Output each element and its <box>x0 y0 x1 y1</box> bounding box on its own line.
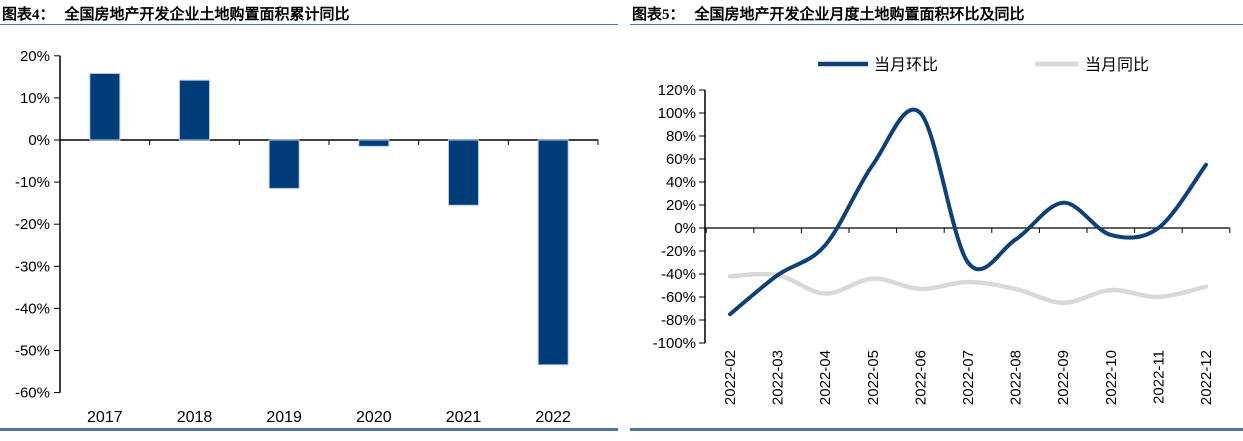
bar-2021 <box>448 139 479 206</box>
y-axis-tick-label: -60% <box>15 385 50 402</box>
figure-title-text: 全国房地产开发企业月度土地购置面积环比及同比 <box>694 7 1025 23</box>
y-axis-tick-label: 0% <box>28 132 50 149</box>
y-axis-tick-label: -100% <box>653 335 696 352</box>
figure-title-text: 全国房地产开发企业土地购置面积累计同比 <box>64 7 350 23</box>
x-axis-category-label: 2021 <box>446 409 482 424</box>
y-axis-tick-label: 80% <box>666 128 696 145</box>
bar-2020 <box>358 139 390 147</box>
x-axis-month-label: 2022-03 <box>770 350 787 405</box>
y-axis-tick-label: -80% <box>661 312 696 329</box>
figure-panel-land-cumulative: 图表4： 全国房地产开发企业土地购置面积累计同比 20% 10% 0% -10% -20%… <box>0 0 618 441</box>
x-axis-category-label: 2017 <box>87 409 123 424</box>
figure-title: 图表5： 全国房地产开发企业月度土地购置面积环比及同比 <box>632 3 1243 23</box>
bar-chart-land-cumulative-yoy: 20% 10% 0% -10% -20% -30% -40% -50% -60% 2017 2018… <box>15 48 599 424</box>
legend-label: 当月环比 <box>874 56 938 74</box>
panel-footer-rule <box>630 428 1243 431</box>
figure-title: 图表4： 全国房地产开发企业土地购置面积累计同比 <box>2 3 618 23</box>
y-axis-tick-label: 100% <box>658 105 696 122</box>
panel-footer-rule <box>0 428 618 431</box>
y-axis-tick-label: -50% <box>15 343 50 360</box>
y-axis-tick-label: -20% <box>661 243 696 260</box>
title-underline <box>630 24 1243 25</box>
y-axis-tick-label: 0% <box>674 220 696 237</box>
y-axis-tick-label: -30% <box>15 258 50 275</box>
x-axis-month-label: 2022-02 <box>722 350 739 405</box>
x-axis-month-label: 2022-09 <box>1055 350 1072 405</box>
x-axis-month-label: 2022-06 <box>912 350 929 405</box>
x-axis-month-label: 2022-11 <box>1150 350 1167 404</box>
y-axis-tick-label: -40% <box>661 266 696 283</box>
line-chart-land-monthly-mom-yoy: 120% 100% 80% 60% 40% 20% 0% -20% -40% -60% -80% -1… <box>653 56 1231 405</box>
y-axis-tick-label: 120% <box>658 82 696 99</box>
bar-2018 <box>179 79 210 141</box>
title-underline <box>0 24 618 25</box>
x-axis-category-label: 2019 <box>266 409 302 424</box>
series-line-mom <box>728 107 1208 317</box>
figure-tag: 图表5： <box>632 7 685 23</box>
x-axis-category-label: 2018 <box>177 409 213 424</box>
y-axis-tick-label: 20% <box>20 48 50 65</box>
y-axis-tick-label: 40% <box>666 174 696 191</box>
x-axis-category-label: 2020 <box>356 409 392 424</box>
legend-label: 当月同比 <box>1085 56 1149 74</box>
series-line-yoy <box>727 271 1209 306</box>
y-axis-tick-label: 10% <box>20 90 50 107</box>
x-axis-month-label: 2022-05 <box>865 350 882 405</box>
x-axis-month-label: 2022-10 <box>1103 350 1120 405</box>
y-axis-tick-label: -10% <box>15 174 50 191</box>
x-axis-month-label: 2022-12 <box>1198 350 1215 405</box>
y-axis-tick-label: -40% <box>15 300 50 317</box>
y-axis-tick-label: 20% <box>666 197 696 214</box>
x-axis-category-label: 2022 <box>535 409 571 424</box>
figure-panel-land-monthly: 图表5： 全国房地产开发企业月度土地购置面积环比及同比 120% 100% 80% 60… <box>630 0 1243 441</box>
bar-2019 <box>268 139 300 189</box>
y-axis-tick-label: 60% <box>666 151 696 168</box>
y-axis-tick-label: -60% <box>661 289 696 306</box>
y-axis-tick-label: -20% <box>15 216 50 233</box>
x-axis-month-label: 2022-08 <box>1008 350 1025 405</box>
figure-tag: 图表4： <box>2 7 55 23</box>
x-axis-month-label: 2022-07 <box>960 350 977 405</box>
bar-2022 <box>537 139 569 366</box>
bar-2017 <box>89 72 121 141</box>
x-axis-month-label: 2022-04 <box>817 350 834 405</box>
